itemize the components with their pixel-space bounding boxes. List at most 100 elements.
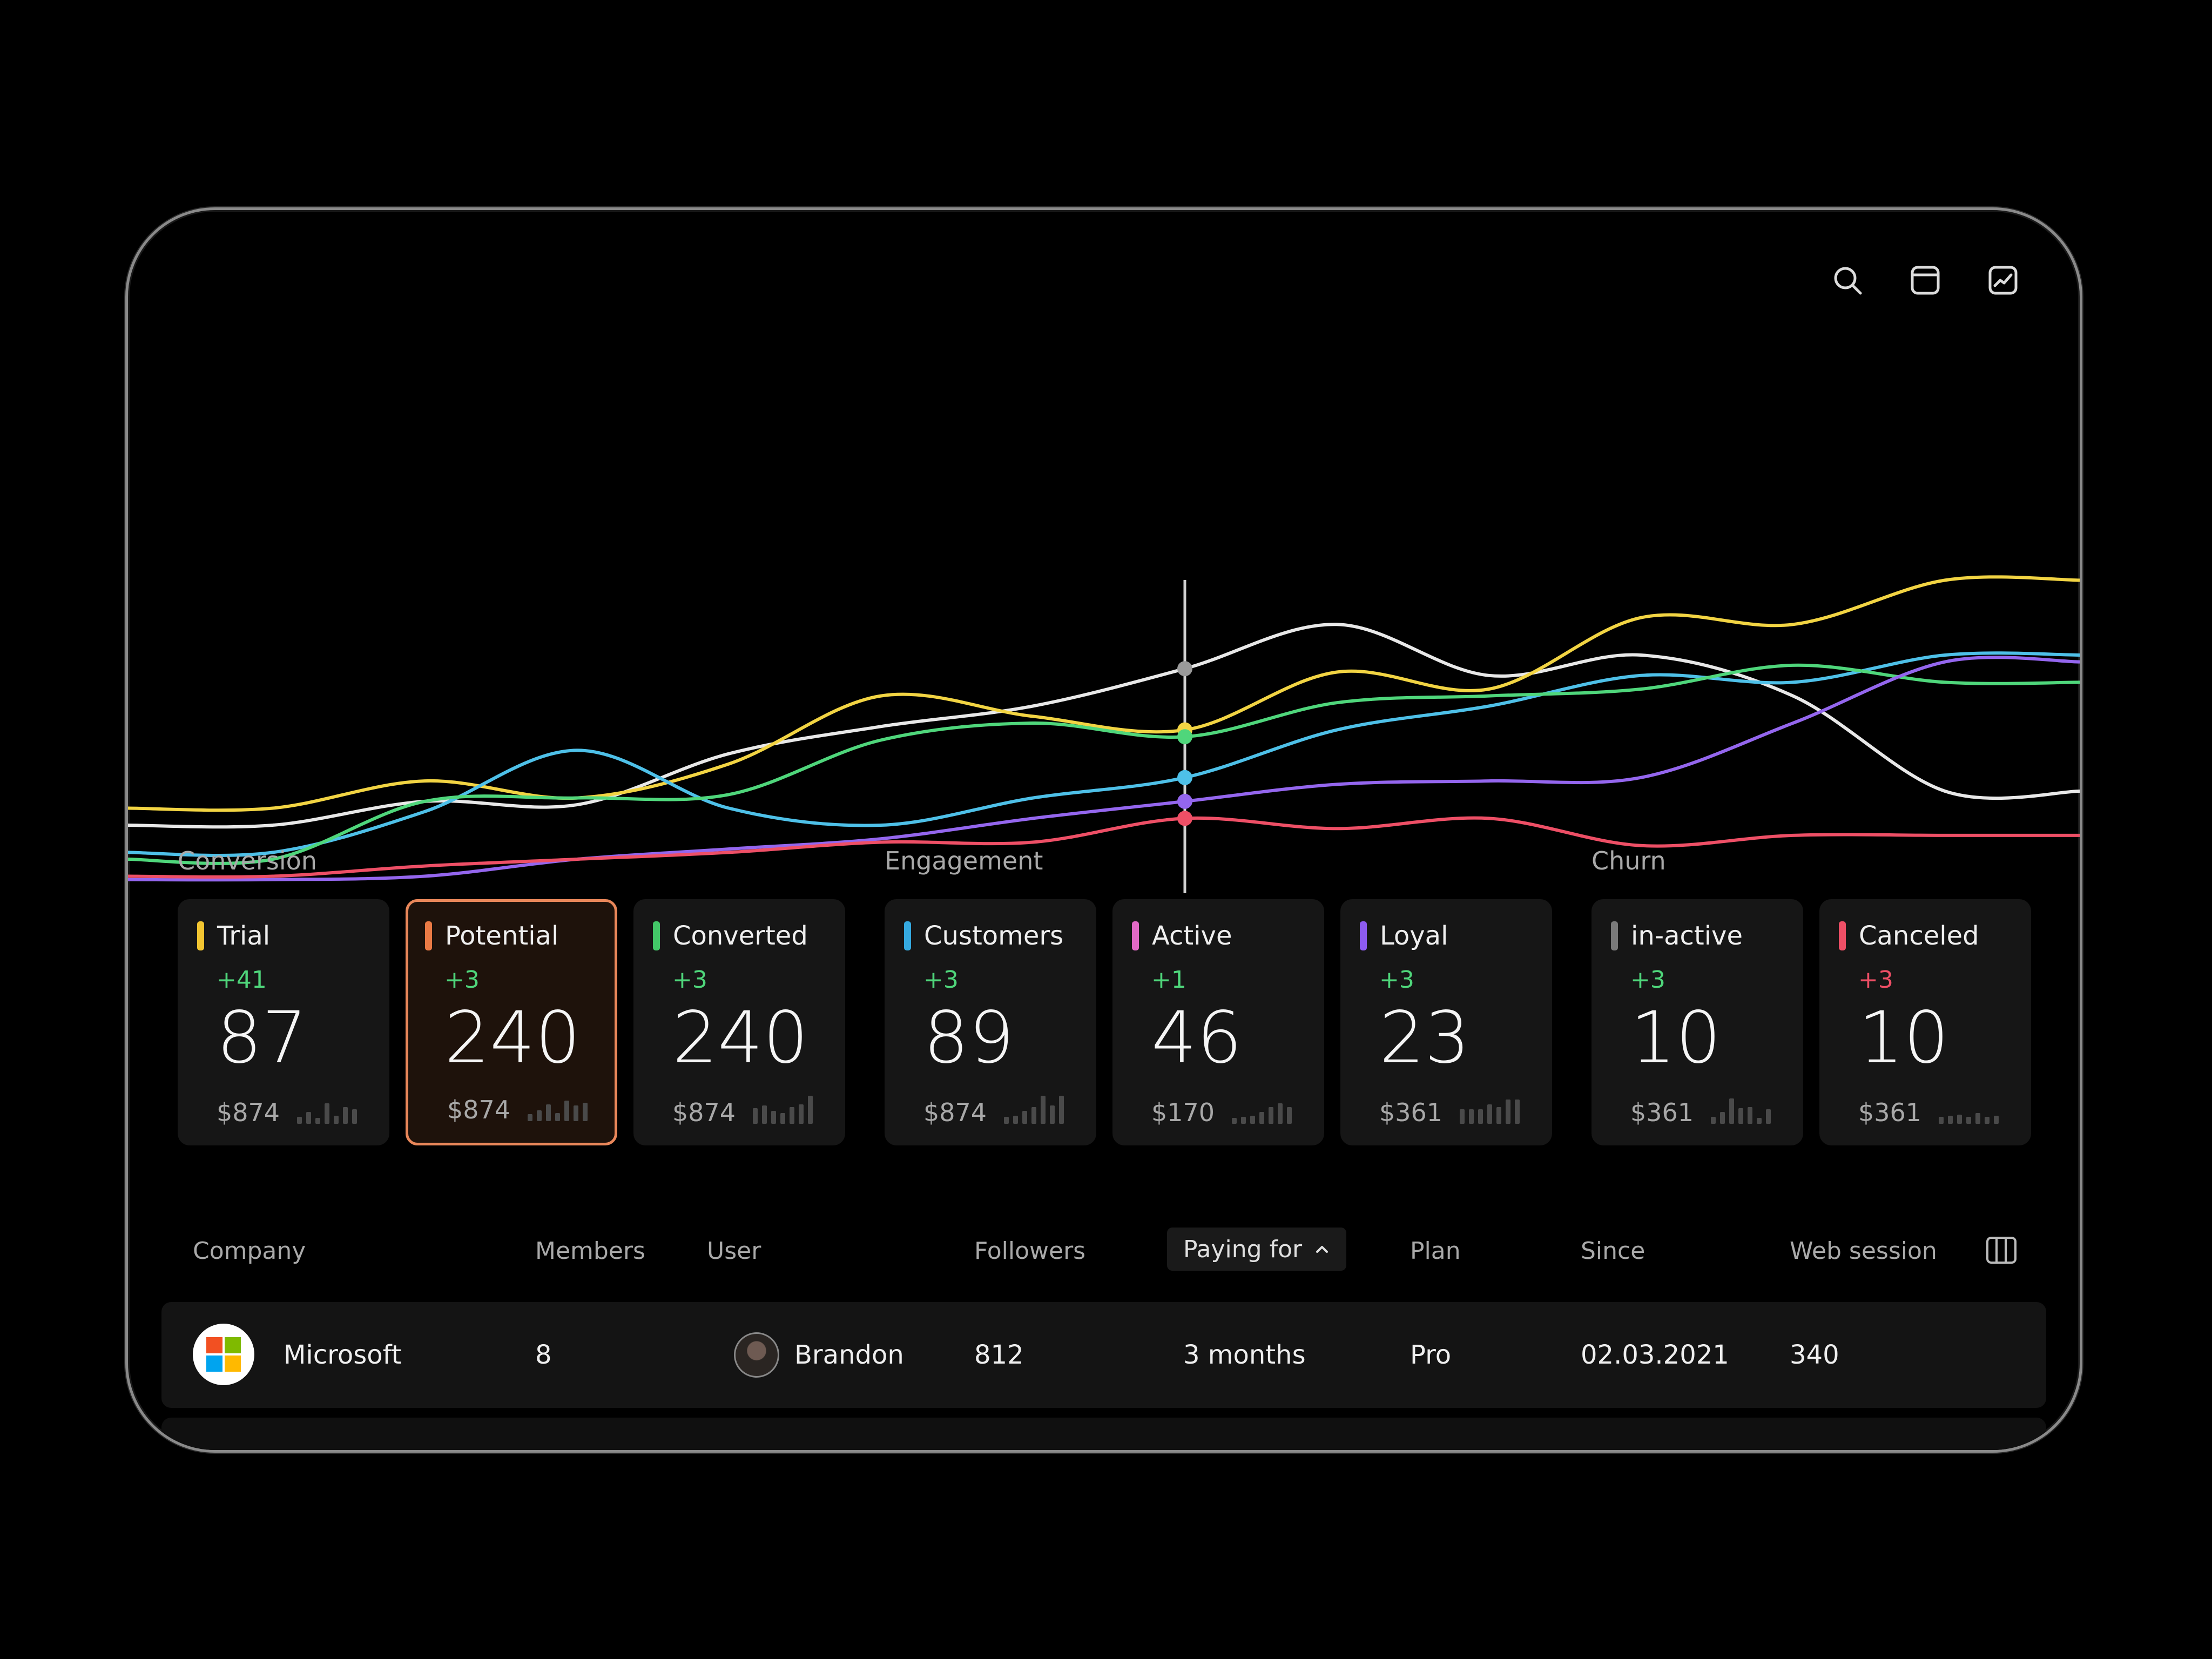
section-title-churn: Churn	[1591, 846, 1666, 875]
spark-bar	[1985, 1117, 1990, 1124]
card-money: $361	[1858, 1098, 1922, 1127]
spark-bar	[352, 1109, 358, 1124]
cell-since: 02.03.2021	[1581, 1340, 1729, 1370]
sparkline	[1939, 1095, 1999, 1127]
spark-bar	[297, 1117, 302, 1124]
header-members[interactable]: Members	[535, 1237, 645, 1265]
card-header: Customers	[904, 921, 1096, 951]
spark-bar	[799, 1104, 804, 1124]
spark-bar	[1250, 1115, 1256, 1124]
spark-bar	[1022, 1110, 1028, 1124]
section-title-conversion: Conversion	[178, 846, 317, 875]
panel-icon	[1911, 266, 1940, 295]
spark-bar	[1729, 1098, 1735, 1124]
spark-bar	[1975, 1113, 1981, 1124]
series-point-5[interactable]	[1177, 811, 1192, 826]
spark-bar	[1287, 1107, 1292, 1124]
card-label: Loyal	[1380, 921, 1448, 951]
card-label: Canceled	[1859, 921, 1979, 951]
card-value: 87	[217, 996, 307, 1080]
header-web-session[interactable]: Web session	[1790, 1237, 1937, 1265]
spark-bar	[1478, 1109, 1483, 1124]
toolbar	[1831, 264, 2019, 296]
card-delta: +3	[1630, 966, 1665, 994]
sparkline	[1711, 1095, 1771, 1127]
card-footer: $874	[672, 1095, 813, 1127]
card-color-swatch	[425, 921, 432, 950]
spark-bar	[1041, 1096, 1046, 1124]
card-header: Canceled	[1839, 921, 2031, 951]
card-color-swatch	[653, 921, 660, 950]
spark-bar	[780, 1113, 786, 1124]
metric-card-canceled[interactable]: Canceled +3 10 $361	[1819, 899, 2031, 1145]
spark-bar	[1278, 1103, 1283, 1124]
series-line-0	[128, 623, 2080, 829]
series-point-4[interactable]	[1177, 793, 1192, 809]
search-icon	[1834, 267, 1862, 295]
spark-bar	[528, 1114, 533, 1121]
metric-card-active[interactable]: Active +1 46 $170	[1112, 899, 1324, 1145]
spark-bar	[1269, 1107, 1274, 1124]
table-row[interactable]: Microsoft 8 Brandon 812 3 months Pro 02.…	[161, 1302, 2046, 1408]
series-line-5	[128, 816, 2080, 879]
card-money: $170	[1151, 1098, 1215, 1127]
card-footer: $361	[1630, 1095, 1771, 1127]
cell-paying-for: 3 months	[1183, 1340, 1306, 1370]
spark-bar	[1948, 1115, 1953, 1124]
metric-card-trial[interactable]: Trial +41 87 $874	[178, 899, 389, 1145]
card-label: Potential	[445, 921, 559, 951]
spark-bar	[1738, 1108, 1744, 1124]
spark-bar	[1496, 1107, 1502, 1124]
cell-web-session: 340	[1790, 1340, 1839, 1370]
spark-bar	[325, 1103, 330, 1124]
metric-card-loyal[interactable]: Loyal +3 23 $361	[1340, 899, 1552, 1145]
card-color-swatch	[1611, 921, 1618, 950]
card-money: $874	[672, 1098, 736, 1127]
cell-user: Brandon	[794, 1340, 904, 1370]
card-value: 240	[444, 996, 581, 1080]
card-label: Customers	[924, 921, 1064, 951]
header-since[interactable]: Since	[1581, 1237, 1645, 1265]
spark-bar	[808, 1096, 813, 1124]
spark-bar	[306, 1111, 312, 1124]
series-point-3[interactable]	[1177, 729, 1192, 745]
spark-bar	[1059, 1096, 1064, 1124]
card-delta: +1	[1151, 966, 1186, 994]
metric-card-potential[interactable]: Potential +3 240 $874	[406, 899, 617, 1145]
metric-card-converted[interactable]: Converted +3 240 $874	[633, 899, 845, 1145]
panel-button[interactable]	[1909, 264, 1941, 296]
spark-bar	[1757, 1118, 1762, 1124]
sparkline	[753, 1095, 813, 1127]
card-color-swatch	[904, 921, 911, 950]
search-button[interactable]	[1831, 264, 1864, 296]
header-plan[interactable]: Plan	[1410, 1237, 1461, 1265]
metric-card-in-active[interactable]: in-active +3 10 $361	[1591, 899, 1803, 1145]
spark-bar	[1469, 1109, 1474, 1124]
spark-bar	[1506, 1099, 1511, 1124]
chart-button[interactable]	[1987, 264, 2019, 296]
card-value: 23	[1379, 996, 1470, 1080]
card-delta: +3	[1379, 966, 1414, 994]
spark-bar	[574, 1105, 579, 1121]
cell-members: 8	[535, 1340, 552, 1370]
header-user[interactable]: User	[707, 1237, 761, 1265]
series-point-0[interactable]	[1177, 661, 1192, 677]
card-money: $361	[1379, 1098, 1443, 1127]
card-footer: $874	[923, 1095, 1064, 1127]
header-company[interactable]: Company	[193, 1237, 306, 1265]
metric-card-customers[interactable]: Customers +3 89 $874	[885, 899, 1096, 1145]
card-money: $874	[217, 1098, 280, 1127]
card-color-swatch	[1839, 921, 1846, 950]
columns-button[interactable]	[1986, 1236, 2017, 1266]
series-point-2[interactable]	[1177, 770, 1192, 785]
spark-bar	[762, 1105, 767, 1124]
card-label: Active	[1152, 921, 1232, 951]
table-row[interactable]	[161, 1418, 2046, 1450]
card-footer: $874	[217, 1095, 358, 1127]
header-followers[interactable]: Followers	[974, 1237, 1086, 1265]
spark-bar	[1050, 1105, 1055, 1124]
header-paying-for-sorted[interactable]: Paying for	[1167, 1228, 1347, 1271]
spark-bar	[1957, 1114, 1963, 1124]
spark-bar	[1241, 1117, 1246, 1124]
spark-bar	[753, 1108, 758, 1124]
